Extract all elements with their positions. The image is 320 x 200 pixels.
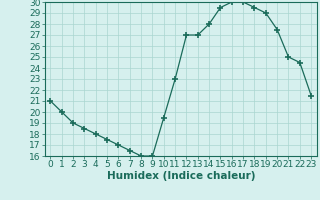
X-axis label: Humidex (Indice chaleur): Humidex (Indice chaleur) xyxy=(107,171,255,181)
